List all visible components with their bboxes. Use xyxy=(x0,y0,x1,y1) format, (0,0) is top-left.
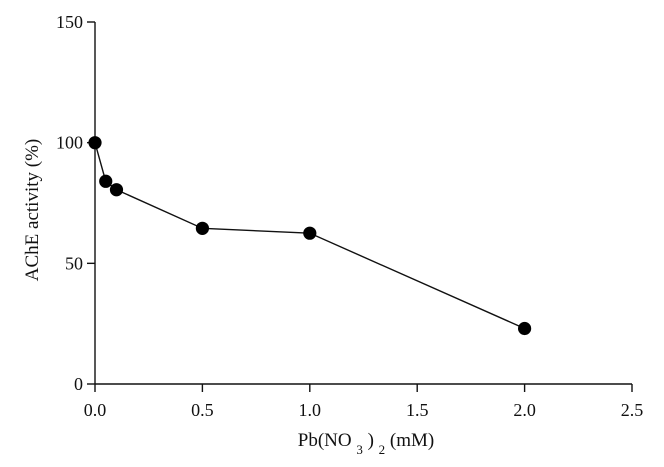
x-axis-label-subscript-2: 2 xyxy=(379,442,386,457)
y-tick-label: 150 xyxy=(56,12,83,32)
x-tick-label: 1.0 xyxy=(299,400,322,420)
x-tick-label: 2.5 xyxy=(621,400,644,420)
x-axis-label-subscript-1: 3 xyxy=(356,442,363,457)
y-axis-label: AChE activity (%) xyxy=(22,139,43,281)
x-ticks: 0.0 0.5 1.0 1.5 2.0 2.5 xyxy=(84,384,644,420)
x-axis-label-middle: ) xyxy=(368,430,374,451)
data-point xyxy=(518,321,532,336)
y-tick-label: 100 xyxy=(56,133,83,153)
data-point xyxy=(303,226,317,240)
x-axis-label-suffix: (mM) xyxy=(390,430,434,451)
data-point xyxy=(195,221,209,235)
y-tick-label: 50 xyxy=(65,253,83,273)
y-ticks: 0 50 100 150 xyxy=(56,12,95,394)
series-points xyxy=(88,136,532,336)
axes xyxy=(94,22,632,385)
x-axis-label-prefix: Pb(NO xyxy=(298,430,352,451)
x-tick-label: 2.0 xyxy=(513,400,536,420)
y-tick-label: 0 xyxy=(74,374,83,394)
series-line xyxy=(94,142,525,330)
x-tick-label: 0.5 xyxy=(191,400,214,420)
series-lines xyxy=(94,142,525,330)
data-point xyxy=(99,174,113,188)
data-point xyxy=(109,183,124,197)
data-point xyxy=(88,136,102,150)
x-tick-label: 0.0 xyxy=(84,400,107,420)
x-axis-label: Pb(NO 3 ) 2 (mM) xyxy=(298,430,435,457)
x-tick-label: 1.5 xyxy=(406,400,429,420)
